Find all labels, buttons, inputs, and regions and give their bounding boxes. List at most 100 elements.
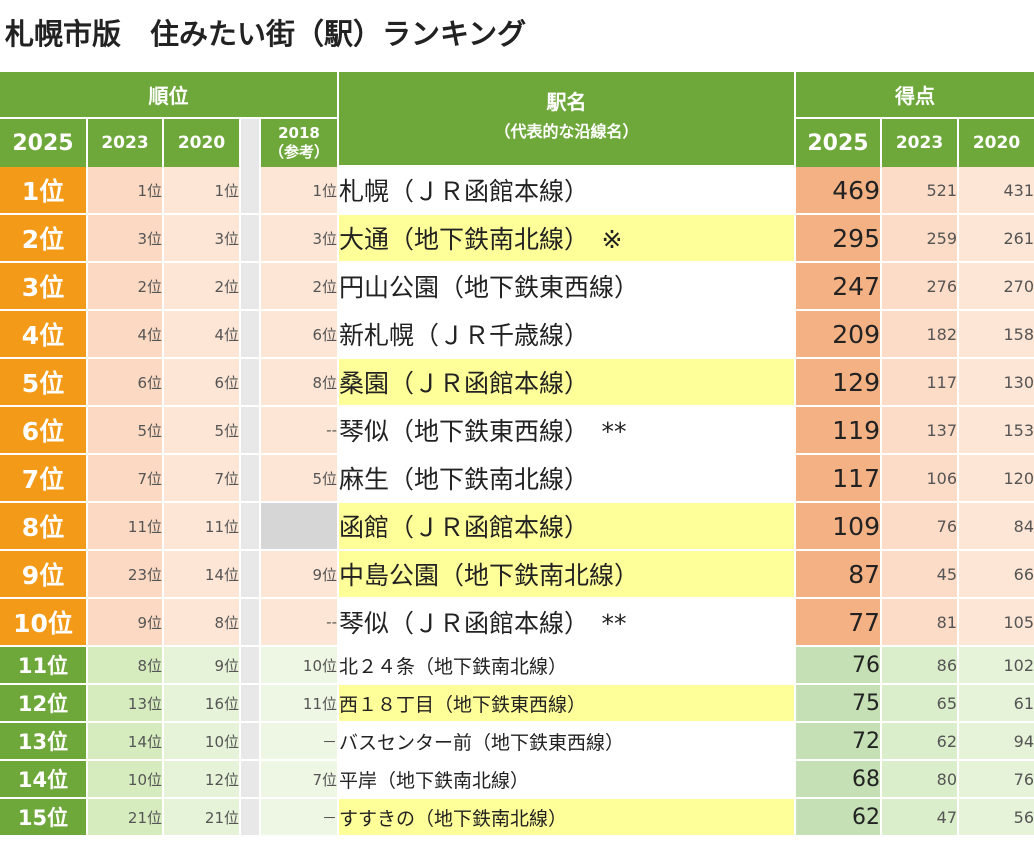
rank-2018: 11位 [259,685,337,723]
table-row: 13位 14位 10位 －バスセンター前（地下鉄東西線） 72 62 94 [0,723,1034,761]
rank-2018-year: 2018 [278,124,320,142]
column-gap [239,551,259,599]
score-2025-header: 2025 [794,119,880,167]
rank-2025: 11位 [0,647,86,685]
score-2023: 65 [880,685,957,723]
rank-2018: 2位 [259,263,337,311]
rank-2023: 6位 [86,359,162,407]
score-2023-header: 2023 [880,119,957,167]
station-name: 中島公園（地下鉄南北線） [337,551,794,599]
score-2025: 77 [794,599,880,647]
rank-2020: 14位 [162,551,239,599]
rank-2020: 12位 [162,761,239,799]
rank-2023: 10位 [86,761,162,799]
rank-2018: -- [259,407,337,455]
table-row: 3位 2位 2位 2位 円山公園（地下鉄東西線） 247 276 270 [0,263,1034,311]
rank-2025: 13位 [0,723,86,761]
rank-2025: 9位 [0,551,86,599]
score-2020: 153 [957,407,1034,455]
rank-2025-header: 2025 [0,119,86,167]
rank-2023: 4位 [86,311,162,359]
rank-2018: 9位 [259,551,337,599]
score-2023: 117 [880,359,957,407]
table-row: 9位 23位 14位 9位 中島公園（地下鉄南北線） 87 45 66 [0,551,1034,599]
score-2020: 102 [957,647,1034,685]
column-gap [239,723,259,761]
column-gap [239,215,259,263]
score-2020: 61 [957,685,1034,723]
station-name: 琴似（ＪＲ函館本線） ** [337,599,794,647]
ranking-body: 1位 1位 1位 1位 札幌（ＪＲ函館本線） 469 521 431 2位 3位 3位 3位 大通（地下… [0,167,1034,837]
rank-2018: － [259,723,337,761]
column-gap [239,119,259,167]
rank-group-header: 順位 [0,72,337,119]
rank-2018: 7位 [259,761,337,799]
rank-2025: 5位 [0,359,86,407]
rank-2020: 16位 [162,685,239,723]
station-name: 新札幌（ＪＲ千歳線） [337,311,794,359]
score-2020: 261 [957,215,1034,263]
score-2020: 76 [957,761,1034,799]
rank-2023: 2位 [86,263,162,311]
rank-2018: 3位 [259,215,337,263]
rank-2025: 12位 [0,685,86,723]
column-gap [239,167,259,215]
station-header-subtitle: （代表的な沿線名） [494,122,639,141]
score-2020: 270 [957,263,1034,311]
rank-2023: 9位 [86,599,162,647]
rank-2018: 6位 [259,311,337,359]
score-group-header: 得点 [794,72,1034,119]
score-2025: 129 [794,359,880,407]
station-name: 円山公園（地下鉄東西線） [337,263,794,311]
rank-2018: 5位 [259,455,337,503]
score-2020: 120 [957,455,1034,503]
score-2025: 295 [794,215,880,263]
column-gap [239,799,259,837]
score-2020: 158 [957,311,1034,359]
score-2020: 94 [957,723,1034,761]
table-row: 2位 3位 3位 3位 大通（地下鉄南北線） ※ 295 259 261 [0,215,1034,263]
station-name: 大通（地下鉄南北線） ※ [337,215,794,263]
rank-2023-header: 2023 [86,119,162,167]
table-row: 10位 9位 8位 -- 琴似（ＪＲ函館本線） ** 77 81 105 [0,599,1034,647]
station-name: 桑園（ＪＲ函館本線） [337,359,794,407]
rank-2020: 8位 [162,599,239,647]
rank-2018: -- [259,599,337,647]
rank-2023: 23位 [86,551,162,599]
column-gap [239,311,259,359]
table-row: 8位 11位 11位 函館（ＪＲ函館本線） 109 76 84 [0,503,1034,551]
column-gap [239,455,259,503]
table-row: 4位 4位 4位 6位 新札幌（ＪＲ千歳線） 209 182 158 [0,311,1034,359]
rank-2018-header: 2018 （参考） [259,119,337,167]
rank-2023: 13位 [86,685,162,723]
rank-2025: 1位 [0,167,86,215]
station-name: 札幌（ＪＲ函館本線） [337,167,794,215]
rank-2023: 8位 [86,647,162,685]
score-2023: 276 [880,263,957,311]
station-name: 麻生（地下鉄南北線） [337,455,794,503]
rank-2018: 1位 [259,167,337,215]
rank-2020: 1位 [162,167,239,215]
column-gap [239,685,259,723]
rank-2025: 15位 [0,799,86,837]
rank-2020: 10位 [162,723,239,761]
rank-2020: 5位 [162,407,239,455]
score-2025: 209 [794,311,880,359]
score-2025: 87 [794,551,880,599]
table-row: 6位 5位 5位 -- 琴似（地下鉄東西線） ** 119 137 153 [0,407,1034,455]
score-2025: 119 [794,407,880,455]
page-title: 札幌市版 住みたい街（駅）ランキング [5,17,527,51]
rank-2023: 3位 [86,215,162,263]
score-2023: 182 [880,311,957,359]
rank-2025: 14位 [0,761,86,799]
score-2020: 66 [957,551,1034,599]
rank-2020: 21位 [162,799,239,837]
station-name: バスセンター前（地下鉄東西線） [337,723,794,761]
rank-2023: 21位 [86,799,162,837]
table-row: 1位 1位 1位 1位 札幌（ＪＲ函館本線） 469 521 431 [0,167,1034,215]
score-2020: 84 [957,503,1034,551]
rank-2018 [259,503,337,551]
rank-2020: 9位 [162,647,239,685]
score-2023: 76 [880,503,957,551]
score-2023: 62 [880,723,957,761]
